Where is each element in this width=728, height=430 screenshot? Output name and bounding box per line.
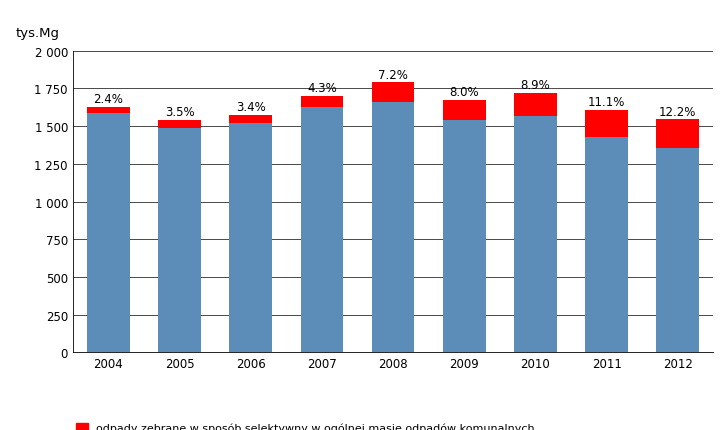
- Bar: [372, 103, 414, 353]
- Text: 8.0%: 8.0%: [449, 86, 479, 99]
- Bar: [443, 101, 486, 121]
- Text: tys.Mg: tys.Mg: [15, 27, 59, 40]
- Text: 7.2%: 7.2%: [378, 68, 408, 81]
- Bar: [229, 116, 272, 123]
- Legend: odpady zebrane w sposób selektywny w ogólnej masie odpadów komunalnych: odpady zebrane w sposób selektywny w ogó…: [72, 418, 539, 430]
- Bar: [301, 97, 344, 108]
- Text: 4.3%: 4.3%: [307, 82, 337, 95]
- Bar: [87, 114, 130, 353]
- Bar: [158, 129, 201, 353]
- Bar: [657, 120, 699, 148]
- Bar: [585, 138, 628, 353]
- Bar: [514, 117, 557, 353]
- Bar: [657, 148, 699, 353]
- Bar: [443, 121, 486, 353]
- Text: 8.9%: 8.9%: [521, 79, 550, 92]
- Text: 2.4%: 2.4%: [93, 93, 123, 106]
- Bar: [372, 83, 414, 103]
- Text: 11.1%: 11.1%: [588, 96, 625, 109]
- Bar: [585, 111, 628, 138]
- Bar: [229, 123, 272, 353]
- Bar: [158, 121, 201, 129]
- Bar: [301, 108, 344, 353]
- Bar: [87, 108, 130, 114]
- Text: 3.5%: 3.5%: [165, 106, 194, 119]
- Text: 12.2%: 12.2%: [659, 105, 697, 118]
- Text: 3.4%: 3.4%: [236, 101, 266, 114]
- Bar: [514, 94, 557, 117]
